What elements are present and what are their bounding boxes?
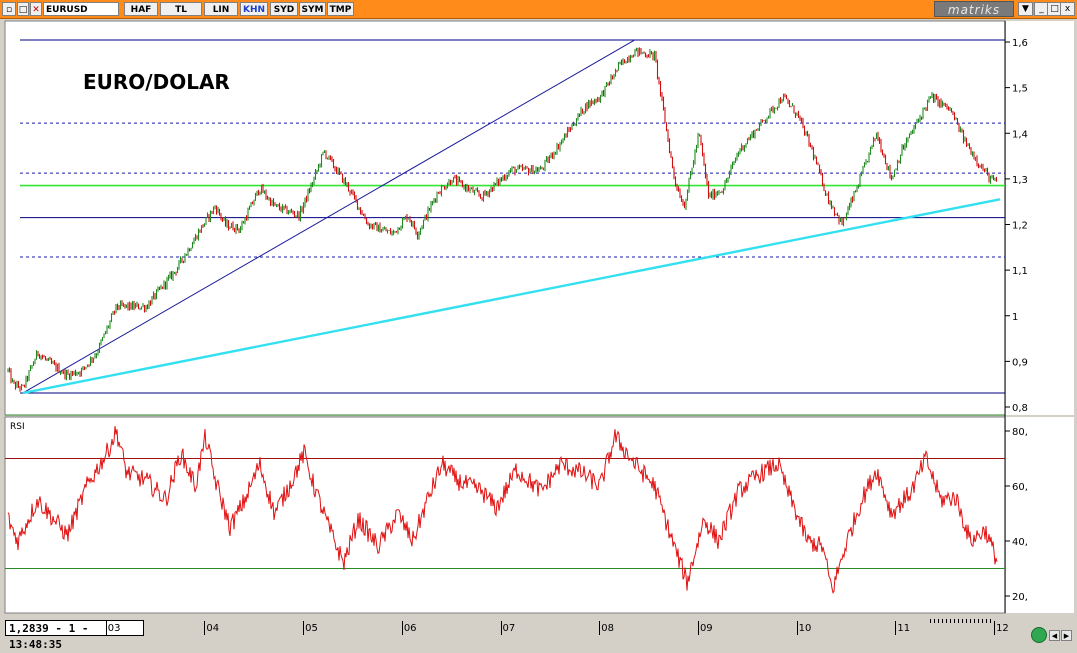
rsi-panel (4, 416, 1006, 614)
x-tick-label: 09 (699, 623, 713, 634)
x-tick-label: 10 (798, 623, 812, 634)
x-tick-label: 06 (403, 623, 417, 634)
price-tick-label: 0,9 (1012, 357, 1028, 368)
x-tick-mark (303, 621, 305, 635)
symbol-field[interactable]: EURUSD (43, 2, 119, 16)
refresh-icon[interactable] (1031, 627, 1047, 643)
rsi-tick-label: 60, (1012, 482, 1028, 493)
price-horizontal-lines (20, 39, 1005, 394)
price-tick-label: 1 (1012, 312, 1018, 323)
rsi-tick-label: 20, (1012, 592, 1028, 603)
chart-title: EURO/DOLAR (83, 70, 230, 94)
price-tick-label: 1,1 (1012, 266, 1028, 277)
x-tick-mark (105, 621, 107, 635)
x-tick-mark (204, 621, 206, 635)
x-tick-label: 12 (996, 623, 1009, 634)
price-tick-label: 1,3 (1012, 175, 1028, 186)
close-chart-icon[interactable]: ✕ (30, 2, 42, 16)
price-tick-label: 1,2 (1012, 221, 1028, 232)
x-tick-mark (895, 621, 897, 635)
trend-line-1 (22, 198, 1001, 395)
price-tick-label: 1,6 (1012, 38, 1028, 49)
rsi-axis-ticks: 80, 60, 40, 20, (1005, 427, 1028, 603)
toolbar-button-khn[interactable]: KHN (240, 2, 268, 16)
menu-icon[interactable]: ▫ (2, 2, 16, 16)
chart-canvas: 1,6 1,5 1,4 1,3 1,2 1,1 1 0,9 0,8 80, 60, 40, 20, E… (4, 20, 1074, 614)
toolbar-button-syd[interactable]: SYD (270, 2, 298, 16)
window-close-icon[interactable]: x (1060, 2, 1075, 16)
price-tick-label: 1,5 (1012, 84, 1028, 95)
x-tick-mark (401, 621, 403, 635)
chart-toolbar: ▫ □ ✕ EURUSD HAF TL LIN KHN SYD SYM TMP … (0, 0, 1077, 19)
restore-icon[interactable]: □ (17, 2, 29, 16)
scroll-marker (930, 619, 992, 623)
scroll-left-icon[interactable]: ◀ (1049, 630, 1060, 641)
toolbar-button-sym[interactable]: SYM (299, 2, 326, 16)
rsi-label: RSI (10, 422, 25, 432)
dropdown-icon[interactable]: ▼ (1018, 2, 1033, 16)
toolbar-button-lin[interactable]: LIN (204, 2, 238, 16)
x-tick-mark (994, 621, 996, 635)
x-tick-label: 05 (305, 623, 318, 634)
x-tick-mark (599, 621, 601, 635)
price-tick-label: 1,4 (1012, 129, 1028, 140)
price-trend-lines (22, 39, 1001, 395)
price-axis-ticks: 1,6 1,5 1,4 1,3 1,2 1,1 1 0,9 0,8 (1005, 38, 1028, 414)
x-tick-label: 04 (206, 623, 220, 634)
x-tick-label: 08 (601, 623, 614, 634)
matriks-logo: matriks (934, 1, 1014, 17)
toolbar-button-tl[interactable]: TL (160, 2, 202, 16)
rsi-axis (1006, 417, 1074, 613)
rsi-series-line (7, 426, 998, 594)
toolbar-button-haf[interactable]: HAF (124, 2, 158, 16)
price-tick-label: 0,8 (1012, 403, 1028, 414)
price-candles (7, 47, 998, 392)
x-tick-label: 03 (107, 623, 121, 634)
x-tick-mark (796, 621, 798, 635)
trend-line-0 (22, 39, 636, 394)
rsi-tick-label: 80, (1012, 427, 1028, 438)
x-tick-label: 07 (502, 623, 516, 634)
status-readout: 1,2839 - 1 - 13:48:35 (5, 620, 144, 651)
price-axis (1006, 21, 1074, 415)
scroll-right-icon[interactable]: ▶ (1061, 630, 1072, 641)
rsi-tick-label: 40, (1012, 537, 1028, 548)
x-tick-mark (500, 621, 502, 635)
x-tick-label: 11 (897, 623, 911, 634)
toolbar-button-tmp[interactable]: TMP (327, 2, 354, 16)
x-tick-mark (697, 621, 699, 635)
